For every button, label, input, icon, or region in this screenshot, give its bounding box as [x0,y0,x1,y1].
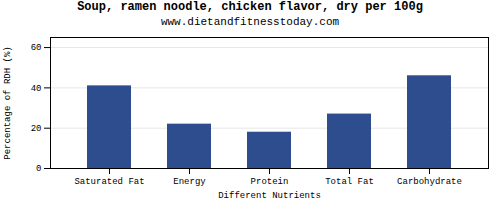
svg-text:0: 0 [36,164,41,174]
html-text:www.dietandfitnesstoday.com: www.dietandfitnesstoday.com [160,16,340,28]
svg-text:Different Nutrients: Different Nutrients [218,191,321,200]
svg-text:Energy: Energy [173,177,206,187]
svg-text:Protein: Protein [251,177,289,187]
svg-text:20: 20 [31,124,42,134]
svg-text:60: 60 [31,43,42,53]
svg-text:Saturated Fat: Saturated Fat [74,177,144,187]
svg-text:Total Fat: Total Fat [325,177,374,187]
html-text:Soup, ramen noodle, chicken fl: Soup, ramen noodle, chicken flavor, dry … [77,0,423,14]
svg-text:Percentage of RDH (%): Percentage of RDH (%) [3,46,13,159]
svg-text:Carbohydrate: Carbohydrate [397,177,462,187]
svg-text:40: 40 [31,84,42,94]
